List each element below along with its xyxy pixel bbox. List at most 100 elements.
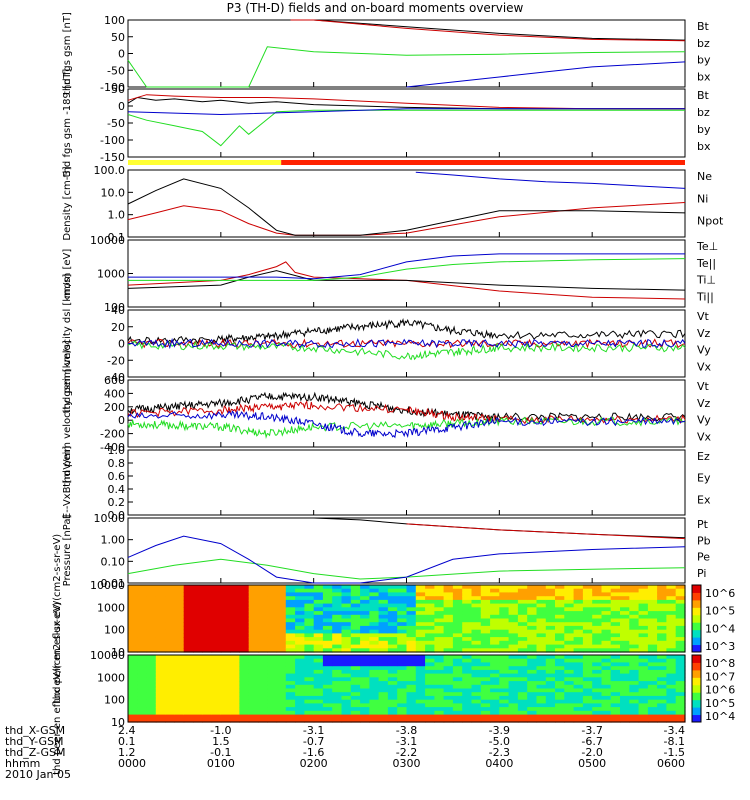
spectrogram-cell bbox=[350, 592, 361, 597]
spectrogram-cell bbox=[155, 658, 166, 664]
y-tick-label: -100 bbox=[100, 134, 125, 147]
panel-6: thd peim velocity gsm [km/s] 6004002000-2… bbox=[62, 340, 686, 487]
spectrogram-cell bbox=[304, 718, 315, 723]
legend-ey: Ey bbox=[697, 472, 711, 485]
spectrogram-cell bbox=[517, 648, 528, 653]
spectrogram-cell bbox=[285, 607, 296, 612]
spectrogram-cell bbox=[638, 644, 649, 649]
spectrogram-cell bbox=[332, 596, 343, 601]
spectrogram-cell bbox=[620, 684, 630, 690]
spectrogram-cell bbox=[545, 588, 556, 594]
y-tick-label: 1.0 bbox=[108, 444, 126, 457]
spectrogram-cell bbox=[276, 648, 287, 653]
spectrogram-cell bbox=[480, 673, 491, 678]
spectrogram-cell bbox=[360, 718, 370, 723]
spectrogram-cell bbox=[128, 629, 138, 635]
series-line-pe bbox=[127, 558, 686, 580]
spectrogram-cell bbox=[239, 603, 250, 608]
spectrogram-cell bbox=[258, 603, 268, 608]
spectrogram-cell bbox=[211, 625, 222, 631]
spectrogram-cell bbox=[406, 607, 417, 612]
spectrogram-cell bbox=[332, 669, 343, 675]
spectrogram-cell bbox=[193, 662, 203, 667]
spectrogram-cell bbox=[508, 669, 519, 675]
spectrogram-cell bbox=[610, 681, 621, 686]
spectrogram-cell bbox=[425, 662, 435, 667]
spectrogram-cell bbox=[239, 707, 250, 712]
spectrogram-cell bbox=[471, 633, 482, 638]
legend-te: Te|| bbox=[696, 257, 716, 270]
spectrogram-cell bbox=[545, 692, 556, 697]
spectrogram-cell bbox=[285, 644, 296, 649]
spectrogram-cell bbox=[443, 703, 454, 708]
spectrogram-cell bbox=[508, 710, 519, 716]
spectrogram-cell bbox=[406, 592, 417, 597]
spectrogram-cell bbox=[647, 714, 658, 719]
spectrogram-cell bbox=[155, 714, 166, 719]
legend-ne: Ne bbox=[697, 170, 712, 183]
spectrogram-cell bbox=[304, 666, 315, 671]
spectrogram-cell bbox=[332, 640, 343, 646]
spectrogram-cell bbox=[146, 585, 157, 590]
spectrogram-cell bbox=[258, 688, 268, 693]
spectrogram-cell bbox=[378, 603, 389, 608]
spectrogram-cell bbox=[452, 692, 463, 697]
spectrogram-cell bbox=[165, 677, 175, 682]
spectrogram-cell bbox=[369, 596, 380, 601]
spectrogram-cell bbox=[220, 673, 231, 678]
spectrogram-cell bbox=[499, 662, 510, 667]
spectrogram-cell bbox=[675, 637, 686, 642]
spectrogram-cell bbox=[387, 611, 398, 616]
spectrogram-cell bbox=[267, 644, 278, 649]
spectrogram-cell bbox=[490, 599, 500, 605]
spectrogram-cell bbox=[573, 596, 584, 601]
spectrogram-cell bbox=[174, 633, 185, 638]
spectrogram-cell bbox=[555, 681, 565, 686]
spectrogram-cell bbox=[174, 644, 185, 649]
spectrogram-cell bbox=[322, 673, 333, 678]
colorbar-segment bbox=[692, 662, 701, 671]
spectrogram-cell bbox=[629, 673, 640, 678]
spectrogram-cell bbox=[202, 681, 213, 686]
spectrogram-cell bbox=[146, 644, 157, 649]
x-tick-label: 0200 bbox=[300, 757, 328, 770]
spectrogram-cell bbox=[666, 648, 677, 653]
spectrogram-cell bbox=[480, 644, 491, 649]
spectrogram-cell bbox=[555, 695, 565, 701]
spectrogram-cell bbox=[378, 669, 389, 675]
spectrogram-cell bbox=[657, 603, 667, 608]
legend-vy: Vy bbox=[697, 344, 711, 357]
spectrogram-cell bbox=[638, 684, 649, 690]
spectrogram-cell bbox=[517, 703, 528, 708]
spectrogram-cell bbox=[527, 692, 538, 697]
spectrogram-cell bbox=[536, 625, 547, 631]
spectrogram-cell bbox=[313, 710, 324, 716]
spectrogram-cell bbox=[193, 692, 203, 697]
spectrogram-cell bbox=[295, 692, 305, 697]
spectrogram-cell bbox=[480, 714, 491, 719]
spectrogram-cell bbox=[675, 648, 686, 653]
spectrogram-cell bbox=[452, 710, 463, 716]
spectrogram-cell bbox=[425, 603, 435, 608]
spectrogram-cell bbox=[555, 655, 565, 660]
spectrogram-cell bbox=[304, 710, 315, 716]
spectrogram-cell bbox=[155, 703, 166, 708]
spectrogram-cell bbox=[499, 681, 510, 686]
spectrogram-cell bbox=[452, 655, 463, 660]
legend-vz: Vz bbox=[697, 327, 711, 340]
spectrogram-cell bbox=[369, 695, 380, 701]
spectrogram-cell bbox=[527, 625, 538, 631]
spectrogram-cell bbox=[248, 681, 259, 686]
spectrogram-cell bbox=[536, 592, 547, 597]
spectrogram-cell bbox=[202, 644, 213, 649]
legend-pe: Pe bbox=[697, 551, 710, 564]
spectrogram-cell bbox=[471, 592, 482, 597]
spectrogram-cell bbox=[536, 669, 547, 675]
spectrogram-cell bbox=[258, 681, 268, 686]
spectrogram-cell bbox=[258, 596, 268, 601]
spectrogram-cell bbox=[397, 707, 408, 712]
spectrogram-cell bbox=[434, 614, 445, 620]
spectrogram-cell bbox=[369, 688, 380, 693]
spectrogram-cell bbox=[666, 585, 677, 590]
spectrogram-cell bbox=[582, 666, 593, 671]
